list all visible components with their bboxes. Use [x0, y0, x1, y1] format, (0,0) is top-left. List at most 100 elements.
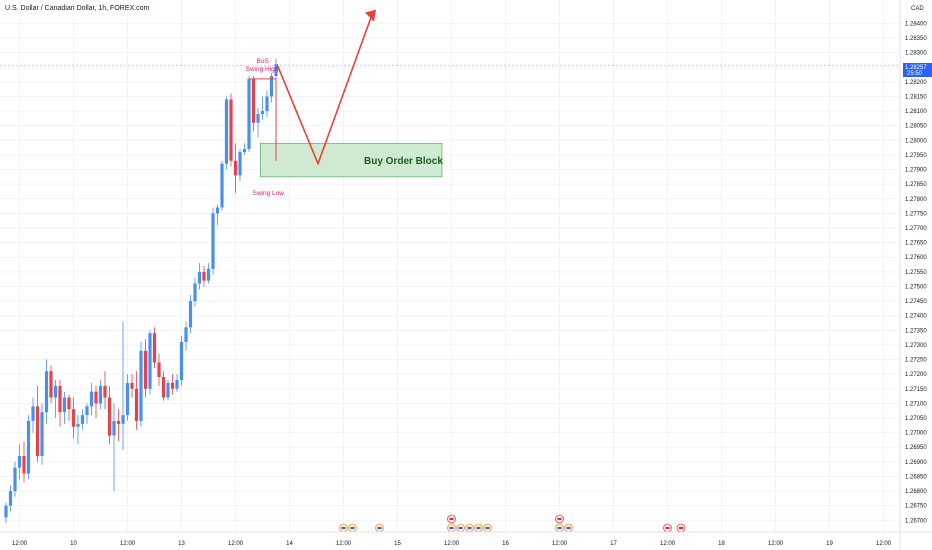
event-flag-mark [341, 527, 346, 529]
candle-body [188, 301, 193, 328]
candle-body [148, 333, 152, 389]
price-tick-label: 1.27500 [905, 284, 927, 290]
price-tick-label: 1.27550 [905, 270, 927, 276]
last-price-badge: 1.28257 25:50 [903, 63, 932, 77]
price-tick-label: 1.28400 [905, 21, 927, 27]
candle-body [116, 420, 121, 424]
price-tick-label: 1.27100 [905, 401, 927, 407]
event-flag-mark [665, 527, 670, 529]
candle-body [215, 207, 220, 214]
price-tick-label: 1.27350 [905, 328, 927, 334]
event-flag-mark [476, 527, 481, 529]
candle-body [98, 385, 103, 404]
candle-body [175, 380, 179, 389]
candle-body [247, 78, 251, 150]
price-tick-label: 1.27200 [905, 372, 927, 378]
order-block-layer [259, 142, 443, 178]
price-tick-label: 1.27250 [905, 358, 927, 364]
time-tick-label: 12:00 [228, 541, 244, 547]
candle-body [233, 160, 238, 176]
time-tick-label: 12:00 [660, 541, 676, 547]
candle-body [58, 385, 62, 413]
candle-body [4, 505, 8, 518]
candle-body [211, 213, 215, 269]
price-tick-label: 1.26900 [905, 460, 927, 466]
price-tick-label: 1.26700 [905, 518, 927, 524]
event-flag-mark [458, 527, 463, 529]
time-tick-label: 15 [394, 541, 401, 547]
grid [0, 0, 900, 532]
candle-body [121, 415, 125, 424]
candle-body [157, 362, 161, 378]
price-axis[interactable]: 1.284001.283501.283001.282501.282001.281… [905, 21, 927, 524]
swing-high-label: Swing High [246, 66, 279, 73]
event-flag-mark [449, 527, 454, 529]
candle-body [49, 371, 53, 398]
candle-body [80, 415, 85, 424]
price-tick-label: 1.28050 [905, 124, 927, 130]
countdown-value: 25:50 [907, 71, 923, 77]
event-flag-mark [485, 527, 490, 529]
projection-arrow-line [276, 14, 373, 166]
candle-body [62, 397, 67, 413]
time-tick-label: 12:00 [12, 541, 28, 547]
price-tick-label: 1.27450 [905, 299, 927, 305]
candle-body [22, 456, 26, 474]
candle-body [193, 283, 197, 302]
event-flag-mark [557, 518, 562, 520]
time-tick-label: 12:00 [120, 541, 136, 547]
time-tick-label: 12:00 [336, 541, 352, 547]
time-tick-label: 12:00 [876, 541, 892, 547]
candle-body [89, 391, 94, 407]
last-price-badge-bg [903, 63, 932, 77]
price-tick-label: 1.26750 [905, 504, 927, 510]
candle-body [152, 333, 157, 363]
projection-arrowhead [365, 9, 376, 22]
candle-body [35, 406, 40, 456]
time-tick-label: 17 [610, 541, 617, 547]
buy-order-block-label: Buy Order Block [364, 156, 443, 167]
event-flag-mark [679, 527, 683, 529]
candle-body [256, 114, 260, 123]
time-tick-label: 12:00 [444, 541, 460, 547]
candle-body [143, 350, 148, 389]
time-tick-label: 14 [286, 541, 293, 547]
candle-body [224, 99, 229, 164]
last-price-value: 1.28257 [905, 65, 927, 71]
time-tick-label: 16 [502, 541, 509, 547]
price-tick-label: 1.27400 [905, 314, 927, 320]
price-tick-label: 1.28350 [905, 36, 927, 42]
price-tick-label: 1.28150 [905, 94, 927, 100]
candle-body [184, 327, 188, 342]
candle-body [31, 406, 35, 421]
candle-body [139, 350, 143, 421]
candle-body [85, 406, 89, 416]
candle-body [238, 152, 242, 176]
price-tick-label: 1.28300 [905, 51, 927, 57]
chart-title: U.S. Dollar / Canadian Dollar, 1h, FOREX… [5, 5, 150, 12]
price-tick-label: 1.27800 [905, 197, 927, 203]
currency-label: CAD [911, 6, 924, 12]
price-tick-label: 1.26850 [905, 474, 927, 480]
price-tick-label: 1.27150 [905, 387, 927, 393]
candle-body [8, 491, 13, 506]
event-flag-mark [557, 527, 562, 529]
candle-body [112, 420, 116, 436]
candle-body [13, 467, 17, 492]
candle-body [107, 397, 112, 436]
price-tick-label: 1.28100 [905, 109, 927, 115]
candle-body [229, 99, 233, 161]
candle-body [260, 111, 265, 114]
time-axis[interactable]: 12:00 10 12:00 13 12:00 14 12:00 15 12:00 16 12:00… [12, 541, 892, 547]
time-tick-label: 19 [826, 541, 833, 547]
time-tick-label: 12:00 [552, 541, 568, 547]
candle-body [40, 412, 44, 456]
price-tick-label: 1.27950 [905, 153, 927, 159]
candle-body [71, 409, 76, 427]
candle-body [53, 385, 58, 398]
swing-low-label: Swing Low [253, 190, 285, 197]
candle-body [269, 76, 274, 97]
price-tick-label: 1.27050 [905, 416, 927, 422]
